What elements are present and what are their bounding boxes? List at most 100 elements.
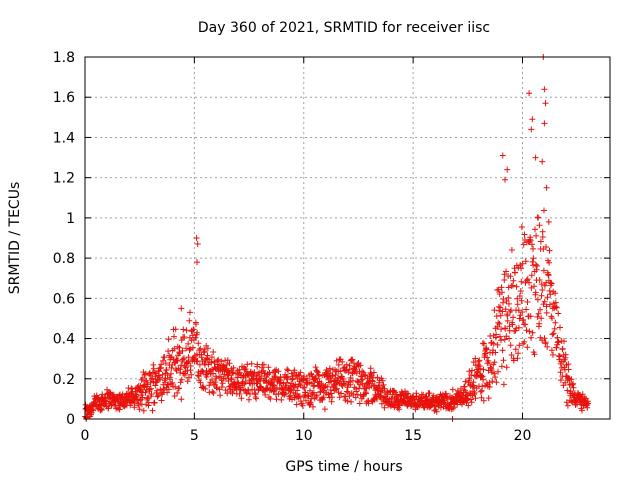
data-point [217, 392, 224, 399]
y-tick-label: 1 [66, 211, 75, 227]
data-point [534, 263, 540, 269]
data-point [543, 184, 550, 191]
data-point [552, 304, 559, 310]
data-point [194, 329, 201, 336]
data-point [379, 377, 386, 384]
data-point [527, 237, 534, 244]
data-point [495, 319, 502, 326]
data-point [518, 265, 525, 272]
data-point [139, 394, 146, 401]
data-point [284, 366, 291, 373]
data-point [524, 344, 531, 351]
data-point [504, 166, 511, 173]
data-point [271, 373, 278, 380]
data-point [284, 379, 290, 386]
data-point [167, 376, 173, 383]
data-point [210, 390, 217, 396]
data-point [484, 354, 491, 361]
data-point [514, 295, 521, 302]
data-point [219, 380, 226, 387]
data-point [168, 370, 174, 377]
data-point [543, 244, 549, 250]
data-point [195, 340, 202, 347]
data-point [499, 152, 506, 159]
data-point [171, 333, 177, 340]
data-point [526, 90, 533, 97]
data-point [356, 385, 363, 392]
data-point [449, 386, 456, 393]
data-point [190, 326, 197, 333]
data-point [555, 338, 562, 345]
data-point [529, 258, 536, 265]
data-point [180, 326, 187, 333]
data-point [520, 316, 527, 323]
data-point [171, 345, 178, 352]
data-point [136, 406, 143, 413]
data-point [210, 349, 217, 355]
data-point [535, 310, 542, 317]
data-point [172, 326, 179, 333]
data-point [165, 386, 172, 393]
data-point [462, 378, 469, 385]
data-point [380, 381, 387, 388]
data-point [468, 372, 475, 378]
data-point [537, 306, 544, 313]
data-point [147, 379, 154, 386]
data-point [185, 340, 192, 347]
data-point [477, 388, 484, 395]
data-point [145, 399, 152, 406]
y-tick-label: 1.2 [53, 171, 75, 187]
data-point [197, 345, 204, 352]
data-point [489, 378, 496, 385]
data-point [363, 390, 369, 397]
data-point [528, 334, 535, 341]
data-point [543, 309, 550, 316]
data-point [538, 292, 545, 299]
data-point [549, 315, 555, 322]
data-point [509, 282, 516, 289]
y-tick-label: 1.8 [53, 50, 75, 66]
data-point [116, 406, 123, 413]
data-point [236, 366, 243, 373]
data-point [230, 364, 237, 371]
data-point [534, 313, 541, 320]
data-point [162, 375, 169, 382]
data-point [516, 293, 523, 299]
data-point [433, 408, 440, 415]
data-point [214, 385, 220, 392]
data-point [547, 301, 553, 308]
y-tick-label: 0.4 [53, 332, 75, 348]
data-point [162, 360, 169, 367]
data-point [551, 325, 558, 332]
y-axis-label: SRMTID / TECUs [7, 182, 23, 295]
data-point [344, 389, 351, 396]
y-tick-label: 1.6 [53, 90, 75, 106]
data-point [230, 370, 236, 377]
data-point [466, 368, 473, 375]
data-point [467, 396, 474, 403]
data-point [469, 367, 475, 374]
data-point [499, 308, 506, 315]
data-point [552, 290, 559, 297]
data-point [185, 354, 192, 361]
data-point [549, 331, 556, 338]
data-point [556, 353, 563, 360]
data-point [516, 342, 523, 349]
data-point [502, 176, 508, 183]
data-point [212, 379, 219, 386]
data-point [296, 393, 303, 400]
data-point [246, 396, 252, 403]
data-point [310, 389, 317, 396]
data-point [526, 279, 533, 286]
data-point [498, 363, 505, 370]
data-point [542, 100, 549, 107]
data-point [178, 362, 185, 369]
data-point [539, 228, 546, 235]
data-point [186, 317, 193, 324]
data-point [490, 340, 497, 347]
data-point [313, 392, 320, 399]
x-tick-label: 5 [190, 428, 199, 444]
data-point [357, 362, 364, 369]
data-point [480, 366, 487, 373]
data-point [328, 390, 335, 397]
